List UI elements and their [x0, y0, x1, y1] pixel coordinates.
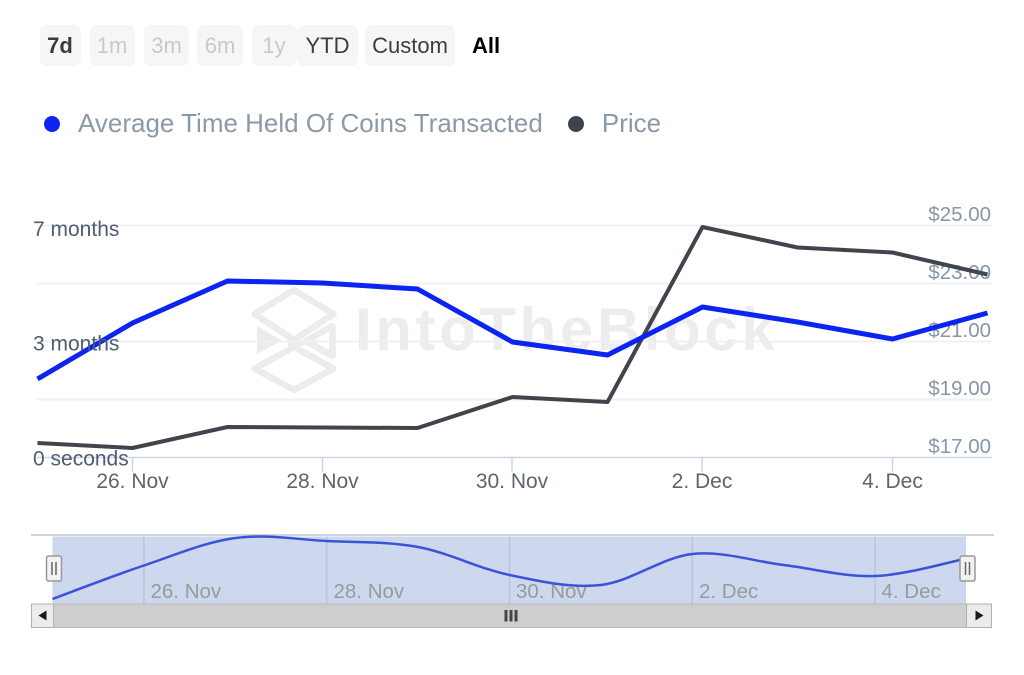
svg-text:0 seconds: 0 seconds	[33, 448, 129, 471]
svg-text:30. Nov: 30. Nov	[476, 470, 549, 493]
svg-text:$25.00: $25.00	[928, 203, 991, 226]
svg-text:7 months: 7 months	[33, 218, 119, 241]
svg-text:2. Dec: 2. Dec	[672, 470, 733, 493]
svg-text:26. Nov: 26. Nov	[151, 580, 222, 603]
svg-text:4. Dec: 4. Dec	[882, 580, 941, 603]
svg-text:$17.00: $17.00	[928, 435, 991, 458]
svg-text:IntoTheBlock: IntoTheBlock	[355, 296, 778, 363]
svg-text:28. Nov: 28. Nov	[334, 580, 405, 603]
svg-text:$19.00: $19.00	[928, 377, 991, 400]
svg-text:4. Dec: 4. Dec	[862, 470, 923, 493]
svg-text:2. Dec: 2. Dec	[699, 580, 758, 603]
svg-text:28. Nov: 28. Nov	[286, 470, 359, 493]
svg-text:26. Nov: 26. Nov	[96, 470, 169, 493]
svg-text:3 months: 3 months	[33, 333, 119, 356]
svg-text:$23.00: $23.00	[928, 261, 991, 284]
